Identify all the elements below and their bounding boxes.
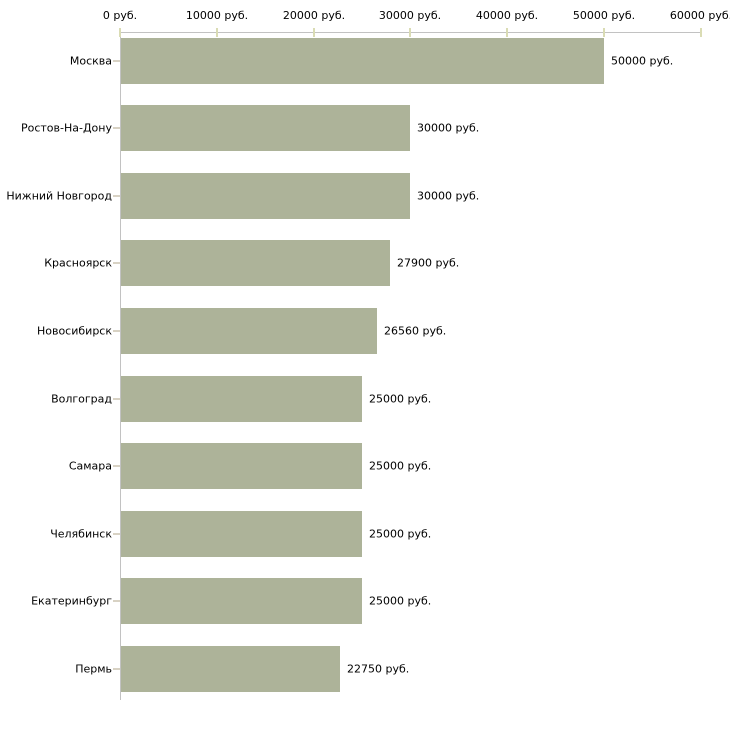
bar <box>121 307 377 354</box>
y-axis-tick <box>113 397 120 400</box>
y-axis-tick <box>113 465 120 468</box>
bar <box>121 375 362 422</box>
x-axis-tick <box>313 28 315 37</box>
x-axis-tick <box>506 28 508 37</box>
value-label: 22750 руб. <box>347 662 410 676</box>
x-axis-tick-label: 30000 руб. <box>378 9 442 22</box>
value-label: 50000 руб. <box>611 54 674 67</box>
value-label: 25000 руб. <box>369 594 432 608</box>
x-axis-tick <box>409 28 411 37</box>
x-axis-tick <box>216 28 218 37</box>
category-label: Москва <box>69 54 112 67</box>
category-label: Красноярск <box>44 256 112 270</box>
value-label: 25000 руб. <box>369 527 432 541</box>
y-axis-tick <box>113 329 120 332</box>
y-axis-tick <box>113 532 120 535</box>
x-axis-tick-label: 60000 руб. <box>669 9 730 22</box>
y-axis-tick <box>113 194 120 197</box>
category-label: Самара <box>68 459 112 473</box>
category-label: Новосибирск <box>36 324 112 338</box>
bar <box>121 240 390 287</box>
x-axis-tick-label: 50000 руб. <box>572 9 636 22</box>
bar <box>121 172 410 219</box>
category-label: Волгоград <box>51 392 112 405</box>
category-label: Нижний Новгород <box>6 189 112 203</box>
x-axis-tick-label: 20000 руб. <box>282 9 346 22</box>
x-axis-tick-label: 0 руб. <box>102 9 138 22</box>
bar <box>121 510 362 557</box>
bar <box>121 578 362 625</box>
category-label: Пермь <box>75 662 112 676</box>
value-label: 26560 руб. <box>384 324 447 338</box>
category-label: Челябинск <box>50 527 112 541</box>
bar <box>121 443 362 490</box>
y-axis-tick <box>113 127 120 130</box>
value-label: 27900 руб. <box>397 256 460 270</box>
y-axis-tick <box>113 667 120 670</box>
category-label: Ростов-На-Дону <box>20 121 112 135</box>
y-axis-tick <box>113 600 120 603</box>
value-label: 25000 руб. <box>369 392 432 405</box>
x-axis-tick <box>119 28 121 37</box>
bar <box>121 645 340 692</box>
y-axis-tick <box>113 59 120 62</box>
y-axis-tick <box>113 262 120 265</box>
x-axis-tick-label: 40000 руб. <box>475 9 539 22</box>
value-label: 30000 руб. <box>417 189 480 203</box>
bar <box>121 105 410 152</box>
y-axis-line <box>120 32 121 700</box>
x-axis-tick <box>603 28 605 37</box>
value-label: 30000 руб. <box>417 121 480 135</box>
x-axis-tick <box>700 28 702 37</box>
x-axis-tick-label: 10000 руб. <box>185 9 249 22</box>
value-label: 25000 руб. <box>369 459 432 473</box>
bar <box>121 37 604 84</box>
category-label: Екатеринбург <box>31 594 112 608</box>
